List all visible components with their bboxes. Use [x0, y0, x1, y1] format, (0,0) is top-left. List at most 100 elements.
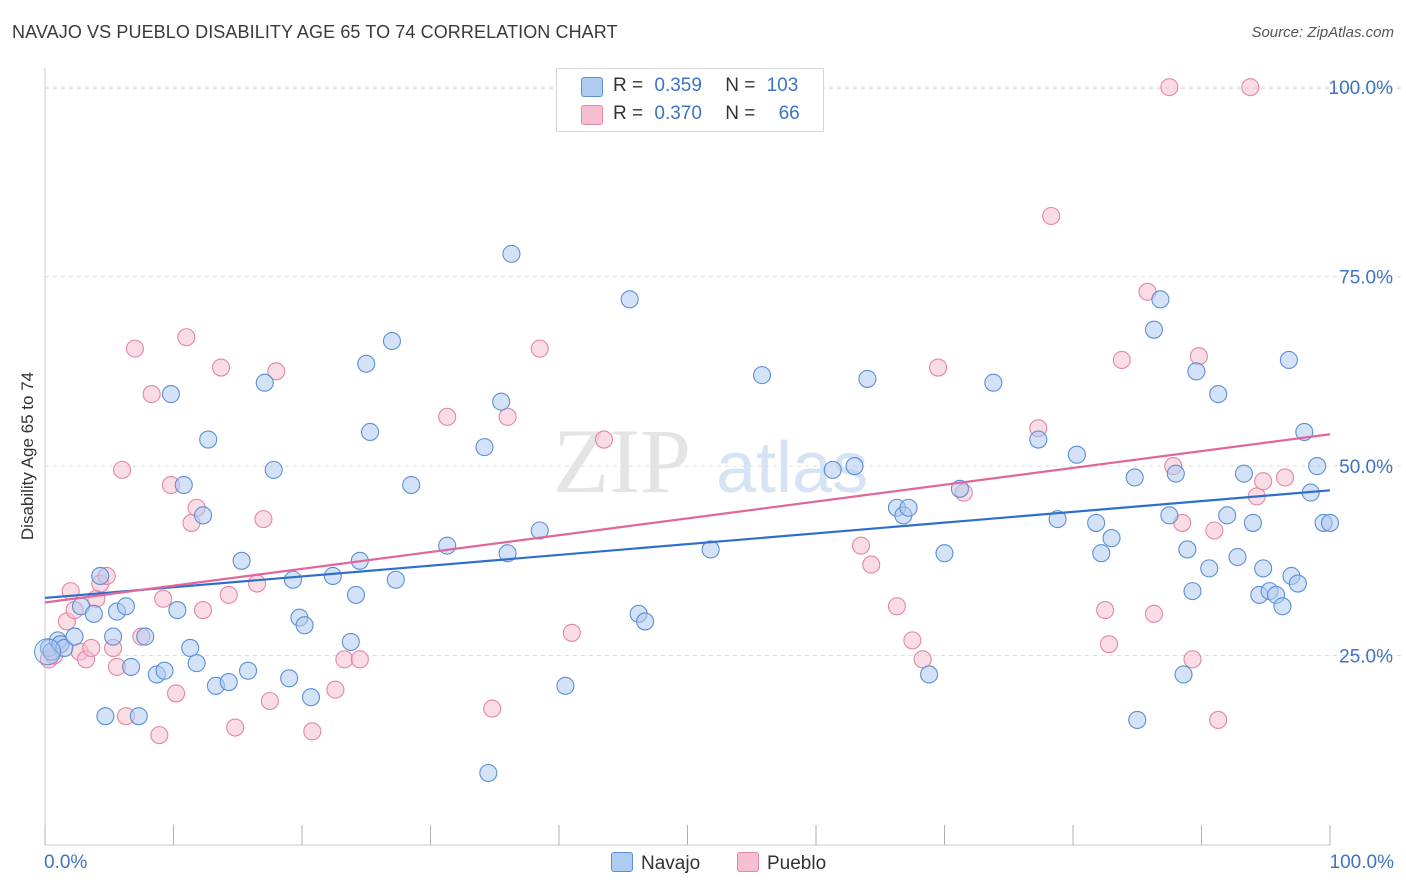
navajo-swatch: [581, 77, 603, 97]
pueblo-point: [1254, 472, 1273, 491]
navajo-point: [357, 354, 376, 373]
pueblo-point: [929, 358, 948, 377]
navajo-point: [1128, 710, 1147, 730]
navajo-point: [91, 566, 110, 586]
navajo-point: [219, 673, 238, 692]
navajo-point: [1279, 350, 1298, 370]
pueblo-point: [1144, 604, 1164, 623]
navajo-point: [341, 632, 360, 651]
navajo-points: [34, 244, 1340, 783]
pueblo-point: [1189, 347, 1208, 366]
pueblo-point: [267, 362, 286, 381]
pueblo-point: [142, 385, 161, 404]
navajo-point: [122, 657, 141, 676]
pueblo-point: [1042, 206, 1061, 226]
pueblo-legend-label: Pueblo: [767, 853, 827, 874]
navajo-point: [899, 498, 918, 517]
y-tick-label: 75.0%: [1339, 268, 1393, 289]
navajo-point: [1048, 510, 1067, 529]
navajo-point: [620, 290, 639, 309]
y-tick-label: 25.0%: [1339, 647, 1393, 668]
pueblo-point: [851, 536, 871, 555]
navajo-point: [136, 627, 155, 646]
navajo-point: [823, 460, 842, 479]
navajo-point: [1288, 574, 1307, 593]
navajo-point: [479, 763, 498, 783]
navajo-point: [104, 627, 123, 646]
navajo-point: [1160, 506, 1179, 525]
navajo-point: [1174, 665, 1193, 684]
pueblo-point: [125, 339, 144, 358]
pueblo-point: [113, 460, 132, 479]
pueblo-point: [1275, 468, 1295, 487]
pueblo-point: [562, 623, 581, 642]
pueblo-legend-swatch: [737, 852, 759, 872]
pueblo-point: [226, 718, 245, 737]
source-label: Source: ZipAtlas.com: [1251, 24, 1394, 41]
navajo-point: [920, 665, 939, 684]
navajo-legend-label: Navajo: [641, 853, 701, 874]
navajo-point: [232, 551, 251, 570]
pueblo-swatch: [581, 105, 603, 125]
navajo-point: [161, 385, 180, 404]
pueblo-point: [903, 631, 922, 650]
navajo-point: [238, 661, 258, 680]
navajo-point: [636, 612, 655, 631]
navajo-point: [168, 601, 187, 620]
navajo-point: [1200, 559, 1219, 578]
pueblo-r-label: R =: [613, 103, 644, 124]
navajo-point: [492, 392, 511, 411]
axes: [44, 68, 1331, 846]
navajo-point: [1125, 468, 1144, 487]
pueblo-trend-line: [44, 433, 1331, 604]
navajo-point: [199, 430, 218, 449]
pueblo-point: [1209, 710, 1228, 730]
navajo-n-label: N =: [725, 75, 756, 96]
navajo-point: [295, 616, 314, 635]
navajo-point: [96, 707, 115, 726]
navajo-point: [502, 244, 521, 263]
pueblo-point: [260, 691, 279, 711]
navajo-point: [255, 373, 274, 392]
pueblo-point: [1160, 78, 1179, 97]
pueblo-point: [303, 722, 322, 741]
navajo-point: [1187, 362, 1206, 381]
pueblo-point: [150, 726, 169, 745]
navajo-trend-line: [44, 489, 1331, 600]
navajo-point: [155, 661, 174, 680]
navajo-n-value: 103: [766, 75, 799, 96]
navajo-point: [1209, 385, 1228, 404]
pueblo-point: [530, 339, 549, 358]
navajo-point: [116, 597, 136, 616]
legend-item-navajo[interactable]: Navajo: [611, 852, 700, 875]
navajo-point: [1308, 457, 1327, 476]
pueblo-point: [1205, 521, 1224, 540]
navajo-point: [1166, 464, 1185, 483]
pueblo-point: [1183, 650, 1202, 669]
watermark: ZIP atlas: [553, 410, 868, 512]
pueblo-point: [211, 358, 231, 377]
x-tick-min: 0.0%: [44, 852, 88, 873]
navajo-point: [858, 369, 877, 388]
pueblo-point: [335, 650, 354, 669]
y-tick-label: 100.0%: [1329, 78, 1394, 99]
watermark-zip: ZIP: [553, 410, 691, 512]
pueblo-point: [247, 574, 267, 593]
pueblo-point: [1099, 635, 1119, 654]
navajo-point: [1151, 290, 1170, 309]
pueblo-point: [219, 585, 238, 604]
pueblo-point: [1241, 78, 1260, 97]
navajo-point: [701, 540, 720, 559]
navajo-point: [475, 438, 494, 457]
navajo-point: [323, 566, 342, 586]
legend-item-pueblo[interactable]: Pueblo: [737, 852, 826, 875]
pueblo-point: [350, 650, 369, 669]
navajo-point: [346, 585, 366, 604]
navajo-point: [1178, 540, 1197, 559]
navajo-point: [402, 475, 421, 495]
navajo-point: [55, 638, 74, 658]
pueblo-point: [1096, 601, 1115, 620]
pueblo-point: [82, 638, 101, 658]
navajo-point: [1183, 582, 1202, 601]
